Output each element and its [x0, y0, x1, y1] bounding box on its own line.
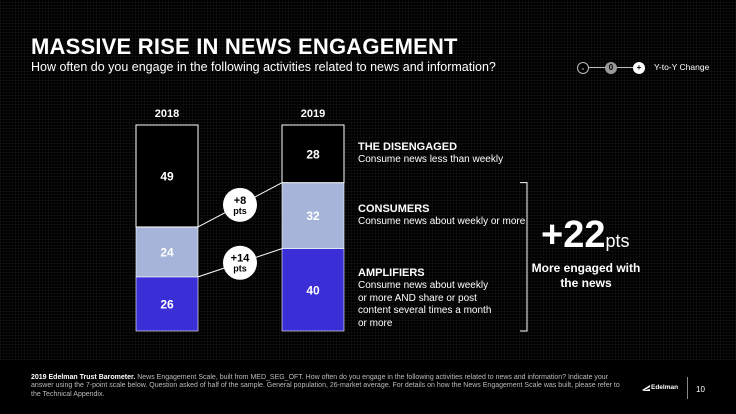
disengaged-title: THE DISENGAGED: [358, 141, 458, 153]
footnote: 2019 Edelman Trust Barometer. News Engag…: [31, 374, 631, 399]
brand-name: Edelman: [651, 384, 679, 391]
bar-2018-consumers: [135, 226, 199, 278]
bar-2019-consumers: [281, 182, 345, 249]
footer: [0, 360, 736, 414]
data-label-2018-consumers: 24: [160, 245, 174, 259]
edelman-logo-icon: [642, 385, 650, 391]
bar-2019-amplifiers: [281, 248, 345, 332]
data-label-2019-consumers: 32: [306, 209, 320, 223]
footer-divider: [687, 377, 688, 399]
consumers-desc: Consume news about weekly or more: [358, 216, 526, 227]
change-bubble-amplifiers: [223, 245, 257, 280]
summary-label: More engaged with the news: [531, 261, 641, 290]
summary-unit: pts: [605, 231, 630, 251]
bar-2018-amplifiers: [135, 276, 199, 332]
data-label-2018-amplifiers: 26: [160, 297, 174, 311]
page-number: 10: [696, 385, 705, 394]
change-bubble-consumers: [223, 187, 257, 222]
slide-subtitle: How often do you engage in the following…: [31, 60, 496, 74]
amplifiers-desc: Consume news about weekly or more AND sh…: [358, 280, 492, 329]
data-label-2019-amplifiers: 40: [306, 283, 320, 297]
change-unit-consumers: pts: [233, 206, 247, 216]
legend-minus-dot: -: [577, 62, 589, 74]
change-legend: - 0 + Y-to-Y Change: [574, 61, 724, 75]
slide-title: MASSIVE RISE IN NEWS ENGAGEMENT: [31, 34, 458, 59]
change-value-consumers: +8: [234, 195, 247, 207]
data-label-2019-the-disengaged: 28: [306, 147, 320, 161]
amplifiers-title: AMPLIFIERS: [358, 267, 425, 279]
bar-2019-the-disengaged: [281, 124, 345, 184]
legend-plus-dot: +: [633, 62, 645, 74]
x-tick-label-2019: 2019: [301, 108, 325, 120]
change-unit-amplifiers: pts: [233, 264, 247, 274]
footnote-text: News Engagement Scale, built from MED_SE…: [31, 374, 620, 398]
legend-label: Y-to-Y Change: [654, 62, 710, 72]
change-value-amplifiers: +14: [231, 253, 251, 265]
x-tick-label-2018: 2018: [155, 108, 179, 120]
data-label-2018-the-disengaged: 49: [160, 169, 174, 183]
bar-2018-the-disengaged: [135, 124, 199, 228]
consumers-title: CONSUMERS: [358, 203, 430, 215]
summary-number: +22: [541, 214, 606, 256]
summary-value: +22pts: [541, 214, 629, 257]
disengaged-desc: Consume news less than weekly: [358, 154, 504, 165]
footnote-source: 2019 Edelman Trust Barometer.: [31, 374, 136, 381]
summary-bracket: [520, 182, 528, 332]
legend-zero-dot: 0: [605, 62, 617, 74]
